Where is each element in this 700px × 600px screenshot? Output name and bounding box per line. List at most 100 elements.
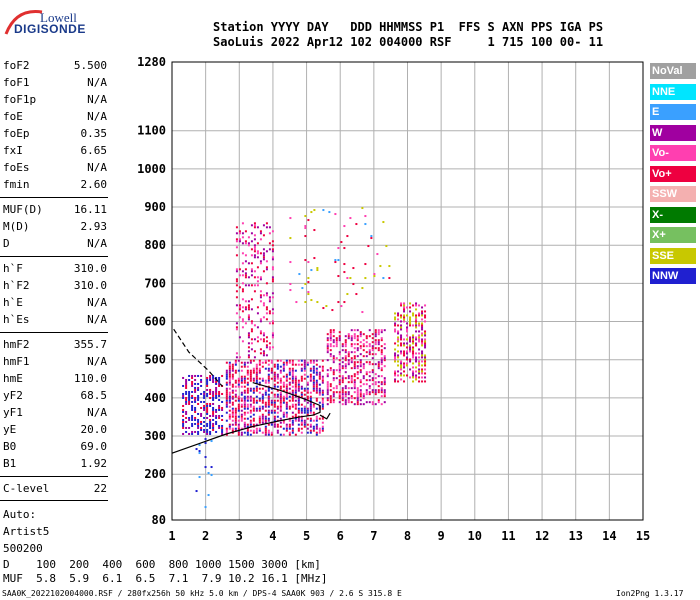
echo-point: [259, 230, 262, 233]
echo-point: [279, 399, 282, 402]
echo-point: [394, 348, 397, 351]
echo-point: [338, 381, 341, 384]
echo-point: [326, 345, 329, 348]
echo-point: [359, 395, 362, 398]
echo-point: [347, 387, 350, 390]
echo-point: [394, 352, 397, 355]
echo-point: [285, 411, 288, 414]
echo-point: [256, 284, 259, 287]
echo-point: [377, 389, 380, 392]
echo-point: [356, 377, 359, 380]
echo-point: [271, 268, 274, 271]
echo-point: [294, 407, 297, 410]
echo-point: [335, 391, 338, 394]
echo-point: [225, 433, 228, 436]
echo-point: [203, 400, 206, 403]
echo-point: [318, 391, 321, 394]
echo-point: [344, 377, 347, 380]
echo-point: [261, 415, 264, 418]
echo-point: [353, 367, 356, 370]
echo-point: [243, 361, 246, 364]
echo-point: [415, 370, 418, 373]
echo-point: [228, 361, 231, 364]
echo-point: [243, 399, 246, 402]
echo-point: [182, 418, 185, 421]
echo-point: [306, 407, 309, 410]
echo-point: [377, 365, 380, 368]
echo-point: [240, 433, 243, 436]
echo-point: [315, 407, 318, 410]
echo-point: [294, 381, 297, 384]
echo-point: [185, 384, 188, 387]
echo-point: [344, 363, 347, 366]
param-row: foEp 0.35: [3, 126, 107, 142]
param-name: hmF1: [3, 355, 30, 368]
echo-point: [285, 407, 288, 410]
param-row: hmF2 355.7: [3, 337, 107, 353]
echo-point: [344, 385, 347, 388]
echo-point: [291, 389, 294, 392]
echo-point: [353, 363, 356, 366]
echo-point: [297, 381, 300, 384]
echo-point: [297, 403, 300, 406]
param-name: hmF2: [3, 338, 30, 351]
legend-item-e: E: [650, 104, 696, 120]
echo-point: [406, 358, 409, 361]
echo-point: [225, 391, 228, 394]
echo-point: [297, 427, 300, 430]
echo-point: [282, 421, 285, 424]
echo-point: [347, 401, 350, 404]
echo-point: [415, 322, 418, 325]
echo-point: [276, 425, 279, 428]
echo-point: [318, 401, 321, 404]
echo-point: [347, 377, 350, 380]
echo-point: [247, 318, 250, 321]
echo-point: [380, 359, 383, 362]
echo-point: [212, 380, 215, 383]
echo-point: [240, 415, 243, 418]
echo-point: [282, 367, 285, 370]
echo-point: [265, 282, 268, 285]
clevel-row: C-level 22: [3, 481, 107, 497]
echo-point: [285, 359, 288, 362]
echo-point: [397, 364, 400, 367]
echo-point: [243, 381, 246, 384]
echo-point: [380, 329, 383, 332]
echo-point: [261, 413, 264, 416]
echo-point: [212, 378, 215, 381]
echo-point: [256, 252, 259, 255]
echo-point: [350, 337, 353, 340]
echo-point: [185, 402, 188, 405]
echo-point: [282, 375, 285, 378]
echo-point: [191, 432, 194, 435]
echo-point: [237, 423, 240, 426]
echo-point: [212, 374, 215, 377]
echo-point: [329, 335, 332, 338]
echo-point: [380, 349, 383, 352]
echo-point: [215, 388, 218, 391]
echo-point: [225, 401, 228, 404]
echo-point: [255, 369, 258, 372]
echo-point: [237, 431, 240, 434]
echo-point: [294, 393, 297, 396]
echo-point: [412, 304, 415, 307]
echo-point: [276, 423, 279, 426]
echo-point: [356, 361, 359, 364]
echo-point: [321, 393, 324, 396]
echo-point: [285, 401, 288, 404]
echo-point: [256, 226, 259, 229]
echo-point: [309, 369, 312, 372]
echo-point: [329, 399, 332, 402]
echo-point: [231, 383, 234, 386]
echo-point: [353, 337, 356, 340]
echo-point: [270, 377, 273, 380]
echo-point: [300, 363, 303, 366]
echo-point: [267, 401, 270, 404]
echo-point: [394, 322, 397, 325]
echo-point: [273, 425, 276, 428]
echo-point: [198, 452, 201, 455]
echo-point: [237, 397, 240, 400]
echo-point: [218, 394, 221, 397]
echo-point: [421, 376, 424, 379]
echo-point: [244, 274, 247, 277]
